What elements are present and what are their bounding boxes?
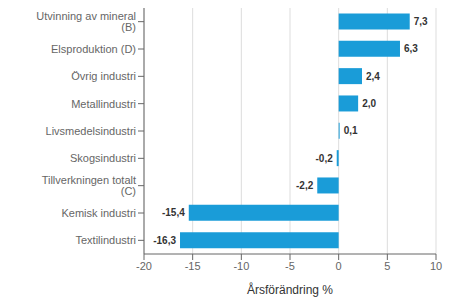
svg-text:-16,3: -16,3 xyxy=(153,235,176,246)
svg-text:Metallindustri: Metallindustri xyxy=(71,98,136,110)
svg-text:10: 10 xyxy=(430,260,442,272)
svg-text:5: 5 xyxy=(384,260,390,272)
svg-text:Tillverkningen totalt(C): Tillverkningen totalt(C) xyxy=(42,174,136,197)
svg-text:Elsproduktion (D): Elsproduktion (D) xyxy=(51,43,136,55)
svg-text:-15: -15 xyxy=(185,260,201,272)
svg-text:-20: -20 xyxy=(136,260,152,272)
svg-text:-2,2: -2,2 xyxy=(296,180,314,191)
svg-text:Skogsindustri: Skogsindustri xyxy=(70,152,136,164)
svg-text:Textilindustri: Textilindustri xyxy=(75,234,136,246)
svg-text:-10: -10 xyxy=(233,260,249,272)
svg-text:Årsförändring %: Årsförändring % xyxy=(247,282,333,297)
svg-text:Kemisk industri: Kemisk industri xyxy=(61,207,136,219)
svg-text:Livsmedelsindustri: Livsmedelsindustri xyxy=(46,125,136,137)
svg-text:6,3: 6,3 xyxy=(404,43,418,54)
svg-text:2,0: 2,0 xyxy=(362,98,376,109)
svg-text:0,1: 0,1 xyxy=(344,125,358,136)
svg-text:-5: -5 xyxy=(285,260,295,272)
svg-text:Utvinning av mineral(B): Utvinning av mineral(B) xyxy=(36,10,136,33)
svg-text:7,3: 7,3 xyxy=(414,16,428,27)
svg-text:Övrig industri: Övrig industri xyxy=(71,70,136,82)
svg-text:-15,4: -15,4 xyxy=(162,207,185,218)
svg-text:2,4: 2,4 xyxy=(366,71,380,82)
svg-text:0: 0 xyxy=(336,260,342,272)
svg-text:-0,2: -0,2 xyxy=(315,153,333,164)
